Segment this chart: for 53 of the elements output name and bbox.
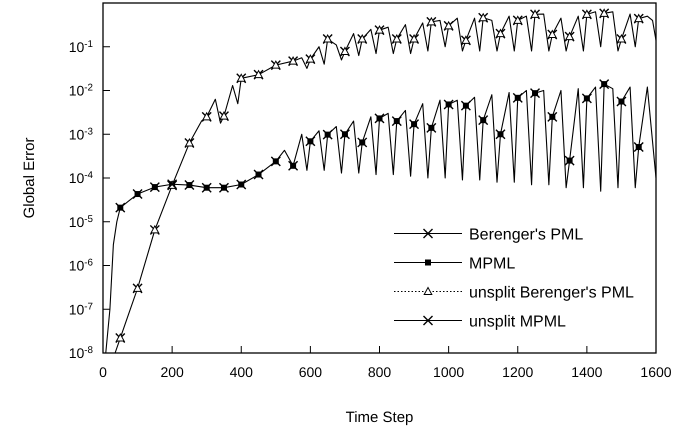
x-tick-label: 1000 [433,364,464,380]
point [374,113,385,124]
point [357,137,368,148]
x-tick-label: 600 [298,364,322,380]
point [270,156,282,167]
point [616,96,627,107]
point [495,129,506,140]
point [598,78,610,90]
x-tick-label: 1200 [502,364,534,380]
point [478,114,488,126]
point [150,182,160,192]
point [218,182,230,193]
point [530,88,540,98]
y-tick-label: 10$^{-3}$ [68,126,94,142]
y-tick-label: 10$^{-8}$ [68,344,94,361]
x-tick-label: 800 [368,364,392,380]
point [443,99,454,110]
y-tick-label: 10$^{-1}$ [68,38,93,55]
legend-label: Berenger's PML [469,226,584,244]
x-tick-label: 0 [99,364,108,380]
legend-label: unsplit Berenger's PML [469,284,634,302]
y-tick-label: 10$^{-5}$ [68,213,94,230]
point [115,202,126,213]
x-tick-label: 1400 [571,364,603,380]
x-tick-label: 1600 [640,364,672,380]
point [340,129,350,140]
point [564,155,575,166]
point [201,182,212,193]
legend-label: MPML [469,256,516,272]
y-tick-label: 10$^{-2}$ [68,82,93,98]
x-axis-title: Time Step [346,409,414,426]
point [634,142,644,152]
x-tick-label: 400 [230,364,254,380]
point [253,169,264,180]
y-tick-label: 10$^{-6}$ [68,257,94,274]
point [236,179,246,190]
point [460,100,472,111]
legend-label: unsplit MPML [469,314,566,330]
point [305,136,316,146]
point [582,93,592,104]
point [392,116,402,126]
point [547,112,558,122]
point [288,160,298,172]
point [408,118,420,130]
y-tick-label: 10$^{-7}$ [68,300,93,318]
point [426,122,437,134]
x-tick-label: 200 [160,364,184,380]
point [322,129,333,140]
y-tick-label: 10$^{-4}$ [68,170,94,186]
point [512,92,523,104]
point [132,188,143,200]
y-axis-title: Global Error [21,138,38,218]
point [184,180,195,190]
